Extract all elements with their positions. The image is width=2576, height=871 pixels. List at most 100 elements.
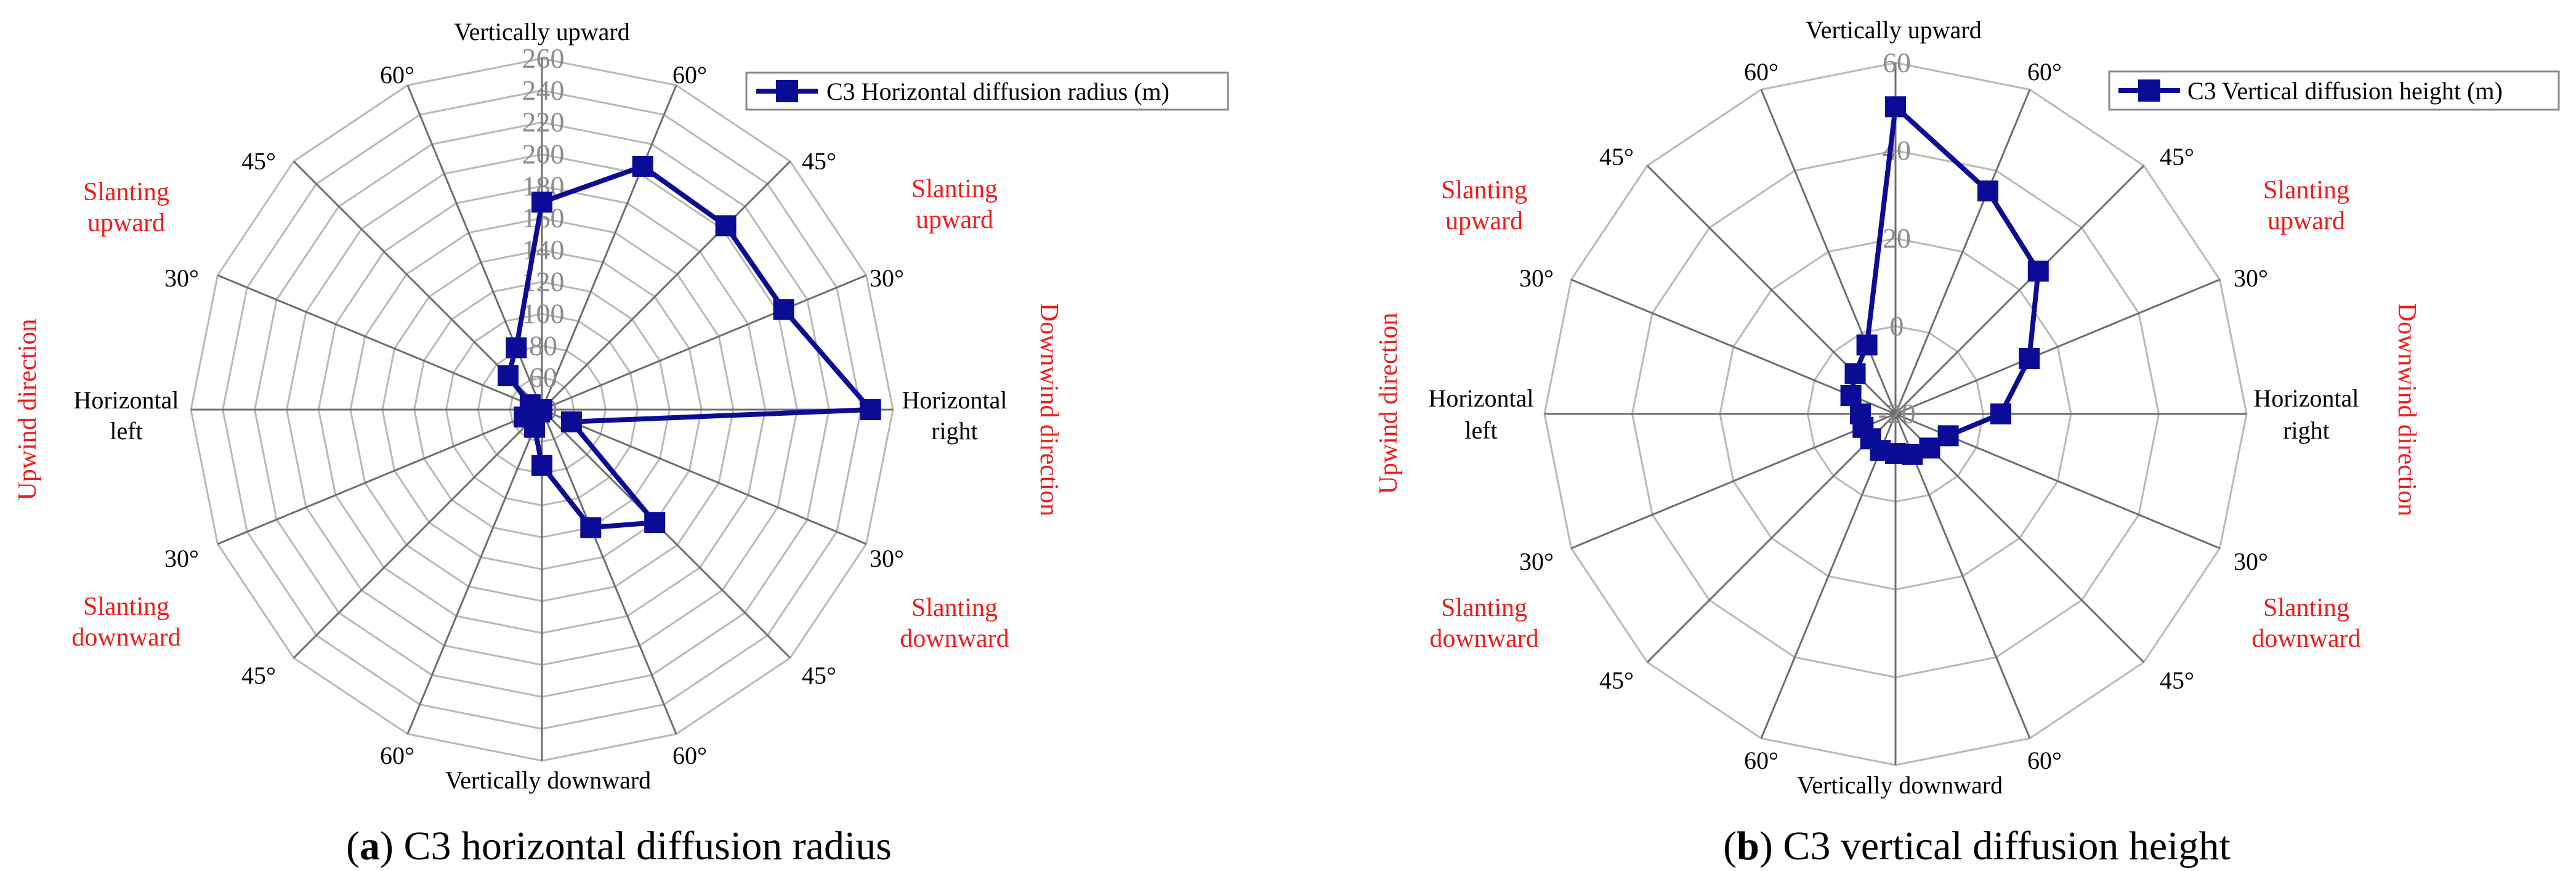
upwind-direction-label: Upwind direction	[1375, 312, 1403, 494]
angle-label: 45°	[2160, 143, 2194, 171]
region-label-slanting-upward-left: upward	[87, 209, 165, 237]
region-label-slanting-upward-left: Slanting	[83, 178, 169, 206]
panel-caption-a: (a) C3 horizontal diffusion radius	[346, 824, 892, 869]
grid-spoke	[1760, 89, 1897, 415]
grid-spoke	[1894, 413, 2031, 739]
data-point-marker	[506, 337, 527, 359]
radial-tick-label: 140	[522, 234, 565, 265]
angle-label: 45°	[2160, 666, 2194, 694]
radial-tick-label: 0	[1890, 310, 1904, 342]
data-point-marker	[1937, 425, 1959, 447]
axis-label-left-line1: Horizontal	[73, 386, 179, 414]
grid-spoke	[1570, 413, 1896, 549]
data-point-marker	[580, 517, 602, 538]
data-point-marker	[1850, 403, 1871, 424]
legend-label: C3 Horizontal diffusion radius (m)	[826, 78, 1169, 105]
data-point-marker	[715, 215, 737, 237]
angle-label: 60°	[1744, 747, 1779, 774]
angle-label: 60°	[380, 742, 414, 769]
radar-panel-horizontal-radius: 406080100120140160180200220240260 Vertic…	[14, 18, 1229, 869]
region-label-slanting-downward-left: Slanting	[1441, 594, 1527, 622]
data-point-marker	[531, 455, 552, 476]
region-label-slanting-upward-right: upward	[916, 206, 993, 234]
radial-tick-label: -20	[1878, 398, 1915, 429]
region-label-slanting-upward-right: Slanting	[2263, 176, 2349, 205]
axis-label-left-line2: left	[1464, 416, 1497, 444]
radial-tick-labels: 406080100120140160180200220240260	[522, 43, 565, 425]
radial-tick-label: 80	[529, 330, 557, 361]
radial-tick-label: 60	[1883, 47, 1911, 78]
region-label-slanting-upward-right: Slanting	[911, 175, 998, 203]
angle-label: 30°	[1519, 264, 1554, 292]
data-point-marker	[1885, 96, 1906, 118]
downwind-direction-label: Downwind direction	[2392, 303, 2421, 516]
radar-grid	[1543, 62, 2248, 766]
data-point-marker	[1844, 363, 1866, 384]
angle-label: 45°	[1599, 666, 1634, 694]
grid-spoke	[1894, 89, 2031, 415]
region-label-slanting-downward-left: Slanting	[83, 593, 169, 621]
grid-spoke	[541, 84, 677, 410]
region-label-slanting-downward-left: downward	[71, 623, 180, 652]
radial-tick-label: 240	[522, 75, 565, 106]
data-point-marker	[2027, 261, 2049, 282]
axis-label-right-line2: right	[931, 417, 978, 445]
grid-spoke	[217, 408, 543, 545]
upwind-direction-label: Upwind direction	[14, 318, 42, 500]
legend-label: C3 Vertical diffusion height (m)	[2187, 77, 2503, 105]
series-vertical-height	[1840, 96, 2049, 465]
radial-tick-label: 20	[1883, 222, 1911, 254]
region-label-slanting-downward-right: Slanting	[911, 594, 998, 622]
legend-box	[2108, 70, 2560, 111]
angle-label: 30°	[870, 545, 904, 572]
grid-spoke	[541, 274, 867, 411]
legend-marker	[776, 80, 798, 102]
grid-spoke	[1760, 413, 1897, 739]
region-label-slanting-upward-right: upward	[2267, 207, 2345, 235]
angle-label: 45°	[802, 662, 836, 689]
axis-label-bottom: Vertically downward	[1797, 771, 2003, 799]
angle-label: 60°	[380, 61, 414, 89]
data-point-marker	[860, 399, 881, 420]
angle-label: 60°	[2027, 58, 2062, 86]
angle-label: 45°	[241, 662, 276, 689]
data-point-marker	[773, 299, 794, 320]
angle-label: 30°	[2234, 548, 2268, 575]
data-point-marker	[519, 394, 541, 416]
panel-caption-b: (b) C3 vertical diffusion height	[1723, 824, 2231, 869]
grid-spoke	[541, 408, 791, 659]
grid-spoke	[1894, 164, 2145, 415]
axis-label-left-line1: Horizontal	[1428, 384, 1533, 412]
axis-label-right-line1: Horizontal	[902, 386, 1007, 414]
angle-label: 45°	[1599, 143, 1634, 171]
grid-spoke	[541, 160, 791, 411]
axis-label-top: Vertically upward	[1806, 16, 1981, 44]
region-label-slanting-downward-right: downward	[2251, 625, 2360, 653]
angle-label: 45°	[802, 147, 836, 175]
legend-marker	[2138, 79, 2160, 102]
data-point-marker	[632, 156, 653, 177]
radial-tick-label: 60	[529, 362, 557, 393]
axis-label-right-line1: Horizontal	[2253, 384, 2359, 412]
grid-spoke	[541, 408, 867, 545]
downwind-direction-label: Downwind direction	[1035, 303, 1063, 516]
radial-tick-label: 220	[522, 107, 565, 138]
grid-spoke	[541, 409, 677, 735]
angle-label: 30°	[870, 264, 904, 292]
axis-label-top: Vertically upward	[454, 18, 629, 46]
angle-label: 60°	[672, 61, 707, 89]
panel-letter: b	[1737, 824, 1759, 869]
grid-spoke	[1646, 413, 1897, 663]
caption-text: C3 vertical diffusion height	[1773, 824, 2231, 869]
radial-tick-label: 100	[522, 298, 565, 330]
data-point-marker	[560, 411, 582, 432]
data-point-marker	[1990, 403, 2011, 424]
radial-tick-label: 260	[522, 43, 565, 74]
legend: C3 Horizontal diffusion radius (m)	[745, 71, 1229, 111]
axis-label-right-line2: right	[2283, 416, 2330, 444]
angle-label: 60°	[2027, 747, 2062, 774]
angle-label: 45°	[241, 147, 276, 175]
